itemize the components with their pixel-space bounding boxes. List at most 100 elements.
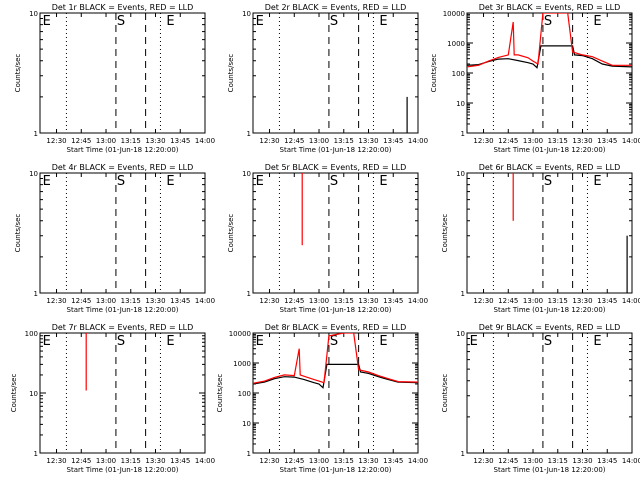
- event-marker: E: [166, 14, 174, 29]
- x-tick-label: 13:15: [334, 137, 354, 145]
- plot-frame: [466, 12, 633, 134]
- y-tick-label: 10: [456, 100, 465, 108]
- x-axis-label: Start Time (01-Jun-18 12:20:00): [494, 466, 606, 474]
- event-marker: E: [256, 174, 264, 189]
- event-marker: E: [43, 14, 51, 29]
- x-tick-label: 13:30: [145, 457, 165, 465]
- y-axis-label: Counts/sec: [216, 374, 224, 413]
- y-axis-label: Counts/sec: [14, 54, 22, 93]
- y-axis-label: Counts/sec: [227, 214, 235, 253]
- event-marker: S: [330, 14, 338, 29]
- x-tick-label: 13:00: [96, 137, 116, 145]
- x-tick-label: 13:45: [383, 297, 403, 305]
- y-tick-label: 10: [29, 390, 38, 398]
- x-tick-label: 13:00: [309, 137, 329, 145]
- events-rate-line: [253, 363, 418, 389]
- event-marker: E: [470, 334, 478, 349]
- x-tick-label: 12:45: [284, 457, 304, 465]
- x-tick-label: 14:00: [408, 457, 428, 465]
- y-axis-label: Counts/sec: [430, 54, 438, 93]
- event-marker: S: [544, 334, 552, 349]
- x-tick-label: 14:00: [195, 457, 215, 465]
- panel-title: Det 7r BLACK = Events, RED = LLD: [52, 323, 194, 332]
- y-tick-label: 1: [247, 130, 251, 138]
- x-tick-label: 13:30: [572, 457, 592, 465]
- y-tick-label: 1: [34, 290, 38, 298]
- y-tick-label: 10: [29, 170, 38, 178]
- y-tick-label: 1000: [447, 40, 465, 48]
- x-axis-label: Start Time (01-Jun-18 12:20:00): [67, 306, 179, 314]
- x-tick-label: 13:15: [548, 457, 568, 465]
- plot-frame: [39, 332, 206, 454]
- event-marker: S: [330, 334, 338, 349]
- x-tick-label: 14:00: [622, 297, 640, 305]
- x-tick-label: 13:30: [145, 297, 165, 305]
- x-axis-label: Start Time (01-Jun-18 12:20:00): [280, 146, 392, 154]
- x-tick-label: 14:00: [408, 137, 428, 145]
- plot-frame: [252, 172, 419, 294]
- x-tick-label: 14:00: [195, 297, 215, 305]
- x-tick-label: 13:15: [121, 457, 141, 465]
- y-tick-label: 1: [247, 450, 251, 458]
- panel-title: Det 8r BLACK = Events, RED = LLD: [265, 323, 407, 332]
- x-axis-label: Start Time (01-Jun-18 12:20:00): [67, 146, 179, 154]
- y-tick-label: 10: [242, 170, 251, 178]
- x-tick-label: 13:00: [309, 457, 329, 465]
- event-marker: E: [256, 14, 264, 29]
- x-tick-label: 13:00: [523, 457, 543, 465]
- y-tick-label: 100: [452, 70, 465, 78]
- y-axis-label: Counts/sec: [227, 54, 235, 93]
- y-tick-label: 10000: [229, 330, 251, 338]
- x-tick-label: 13:15: [121, 137, 141, 145]
- y-axis-label: Counts/sec: [441, 374, 449, 413]
- panel-det-6: Det 6r BLACK = Events, RED = LLD S E 12:30 1…: [441, 163, 640, 314]
- x-tick-label: 12:30: [46, 457, 66, 465]
- event-marker: E: [379, 174, 387, 189]
- event-marker: E: [379, 14, 387, 29]
- event-marker: E: [43, 174, 51, 189]
- panel-title: Det 4r BLACK = Events, RED = LLD: [52, 163, 194, 172]
- x-tick-label: 12:45: [284, 137, 304, 145]
- x-tick-label: 13:15: [334, 297, 354, 305]
- y-axis-label: Counts/sec: [10, 374, 18, 413]
- x-tick-label: 13:30: [145, 137, 165, 145]
- x-tick-label: 12:45: [498, 297, 518, 305]
- lld-rate-line: [467, 13, 632, 68]
- x-tick-label: 13:00: [96, 297, 116, 305]
- x-axis-label: Start Time (01-Jun-18 12:20:00): [494, 306, 606, 314]
- plot-frame: [252, 332, 419, 454]
- x-tick-label: 12:45: [71, 137, 91, 145]
- event-marker: E: [166, 334, 174, 349]
- y-tick-label: 10: [456, 330, 465, 338]
- x-tick-label: 12:30: [473, 137, 493, 145]
- x-tick-label: 14:00: [622, 457, 640, 465]
- plot-frame: [466, 332, 633, 454]
- y-tick-label: 1: [247, 290, 251, 298]
- x-tick-label: 12:30: [473, 457, 493, 465]
- y-tick-label: 1: [34, 450, 38, 458]
- x-tick-label: 12:30: [473, 297, 493, 305]
- panel-title: Det 2r BLACK = Events, RED = LLD: [265, 3, 407, 12]
- events-rate-line: [467, 45, 632, 69]
- y-tick-label: 1: [34, 130, 38, 138]
- x-tick-label: 13:30: [358, 137, 378, 145]
- x-tick-label: 13:45: [170, 297, 190, 305]
- panel-det-3: Det 3r BLACK = Events, RED = LLD S E 12:30 1…: [430, 3, 640, 154]
- event-marker: S: [544, 14, 552, 29]
- y-tick-label: 1: [461, 130, 465, 138]
- event-marker: S: [117, 14, 125, 29]
- x-tick-label: 13:15: [548, 297, 568, 305]
- x-axis-label: Start Time (01-Jun-18 12:20:00): [280, 466, 392, 474]
- panel-title: Det 5r BLACK = Events, RED = LLD: [265, 163, 407, 172]
- x-tick-label: 13:45: [597, 457, 617, 465]
- y-tick-label: 10000: [443, 10, 465, 18]
- plot-frame: [252, 12, 419, 134]
- x-tick-label: 12:30: [46, 137, 66, 145]
